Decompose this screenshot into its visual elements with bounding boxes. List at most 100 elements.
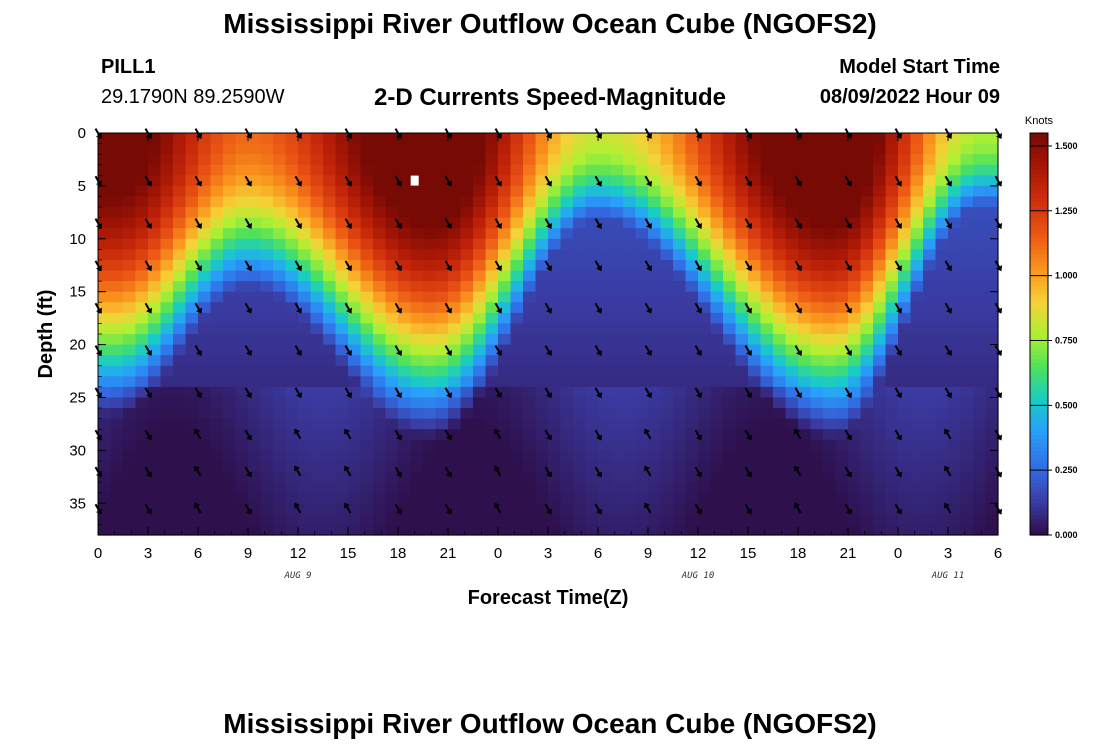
heatmap-cell: [560, 503, 574, 515]
heatmap-cell: [873, 270, 887, 282]
current-arrow: [194, 175, 203, 187]
heatmap-cell: [960, 344, 974, 356]
heatmap-cell: [673, 312, 687, 325]
heatmap-cell: [98, 429, 112, 441]
heatmap-cell: [298, 408, 312, 420]
current-arrow: [444, 345, 453, 356]
heatmap-cell: [748, 450, 762, 462]
heatmap-cell: [810, 154, 824, 166]
heatmap-cell: [448, 524, 462, 536]
heatmap-cell: [723, 302, 737, 314]
colorbar-segment: [1030, 342, 1048, 347]
heatmap-cell: [960, 503, 974, 515]
heatmap-cell: [348, 408, 362, 420]
heatmap-cell: [873, 408, 887, 420]
heatmap-cell: [310, 238, 324, 250]
heatmap-cell: [498, 164, 512, 176]
heatmap-cell: [398, 323, 412, 335]
heatmap-cell: [898, 196, 912, 208]
heatmap-cell: [823, 408, 837, 420]
heatmap-cell: [198, 439, 212, 451]
heatmap-cell: [98, 133, 112, 145]
heatmap-cell: [623, 196, 637, 208]
heatmap-cell: [710, 408, 724, 420]
colorbar-segment: [1030, 382, 1048, 387]
heatmap-cell: [710, 471, 724, 483]
heatmap-cell: [923, 408, 937, 420]
heatmap-cell: [510, 492, 524, 504]
heatmap-cell: [923, 164, 937, 176]
heatmap-cell: [323, 323, 337, 335]
heatmap-cell: [835, 482, 849, 494]
heatmap-cell: [373, 355, 387, 367]
current-arrow: [744, 503, 753, 515]
heatmap-cell: [835, 154, 849, 166]
heatmap-cell: [398, 270, 412, 282]
heatmap-cell: [173, 238, 187, 250]
heatmap-cell: [448, 376, 462, 388]
heatmap-cell: [585, 207, 599, 219]
heatmap-cell: [985, 217, 999, 229]
heatmap-cell: [273, 281, 287, 293]
heatmap-cell: [785, 312, 799, 325]
heatmap-cell: [398, 207, 412, 219]
heatmap-cell: [210, 291, 224, 303]
heatmap-cell: [785, 228, 799, 240]
heatmap-cell: [960, 365, 974, 377]
heatmap-cell: [148, 281, 162, 293]
heatmap-cell: [760, 471, 774, 483]
heatmap-cell: [198, 513, 212, 526]
heatmap-cell: [848, 408, 862, 420]
heatmap-cell: [398, 429, 412, 441]
heatmap-cell: [360, 196, 374, 208]
heatmap-cell: [935, 386, 949, 399]
colorbar-segment: [1030, 257, 1048, 263]
heatmap-cell: [248, 397, 262, 409]
heatmap-cell: [885, 302, 899, 314]
heatmap-cell: [710, 291, 724, 303]
heatmap-cell: [198, 154, 212, 166]
heatmap-cell: [910, 408, 924, 420]
heatmap-cell: [135, 503, 149, 515]
heatmap-cell: [310, 429, 324, 441]
heatmap-cell: [260, 312, 274, 325]
heatmap-cell: [348, 259, 362, 272]
heatmap-cell: [148, 386, 162, 399]
heatmap-cell: [410, 312, 424, 325]
heatmap-cell: [560, 164, 574, 176]
heatmap-cell: [735, 408, 749, 420]
heatmap-cell: [885, 450, 899, 462]
heatmap-cell: [685, 281, 699, 293]
heatmap-cell: [435, 228, 449, 240]
current-arrow: [494, 260, 503, 272]
heatmap-cell: [435, 259, 449, 272]
heatmap-cell: [248, 217, 262, 229]
heatmap-cell: [323, 270, 337, 282]
heatmap-cell: [760, 418, 774, 430]
heatmap-cell: [660, 196, 674, 208]
heatmap-cell: [148, 291, 162, 303]
heatmap-cell: [885, 344, 899, 356]
heatmap-cell: [898, 164, 912, 176]
heatmap-cell: [810, 334, 824, 346]
heatmap-cell: [348, 344, 362, 356]
heatmap-cell: [548, 133, 562, 145]
heatmap-cell: [423, 460, 437, 473]
heatmap-cell: [98, 154, 112, 166]
current-arrow: [694, 503, 703, 515]
heatmap-cell: [148, 270, 162, 282]
heatmap-cell: [160, 460, 174, 473]
heatmap-cell: [723, 429, 737, 441]
heatmap-cell: [98, 185, 112, 198]
heatmap-cell: [373, 376, 387, 388]
heatmap-cell: [773, 482, 787, 494]
heatmap-cell: [673, 492, 687, 504]
heatmap-cell: [960, 513, 974, 526]
heatmap-cell: [685, 249, 699, 261]
current-arrow: [244, 260, 253, 272]
colorbar-segment: [1030, 354, 1048, 359]
heatmap-cell: [498, 376, 512, 388]
heatmap-cell: [285, 344, 299, 356]
heatmap-cell: [435, 217, 449, 229]
y-tick-label: 5: [78, 178, 86, 195]
